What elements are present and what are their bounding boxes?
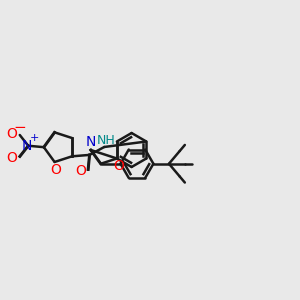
- Text: NH: NH: [96, 134, 115, 147]
- Text: N: N: [85, 135, 96, 149]
- Text: O: O: [113, 159, 124, 173]
- Text: O: O: [6, 151, 17, 165]
- Text: −: −: [14, 120, 26, 135]
- Text: N: N: [22, 139, 32, 153]
- Text: O: O: [6, 127, 17, 141]
- Text: O: O: [51, 163, 62, 177]
- Text: O: O: [75, 164, 86, 178]
- Text: +: +: [30, 133, 39, 143]
